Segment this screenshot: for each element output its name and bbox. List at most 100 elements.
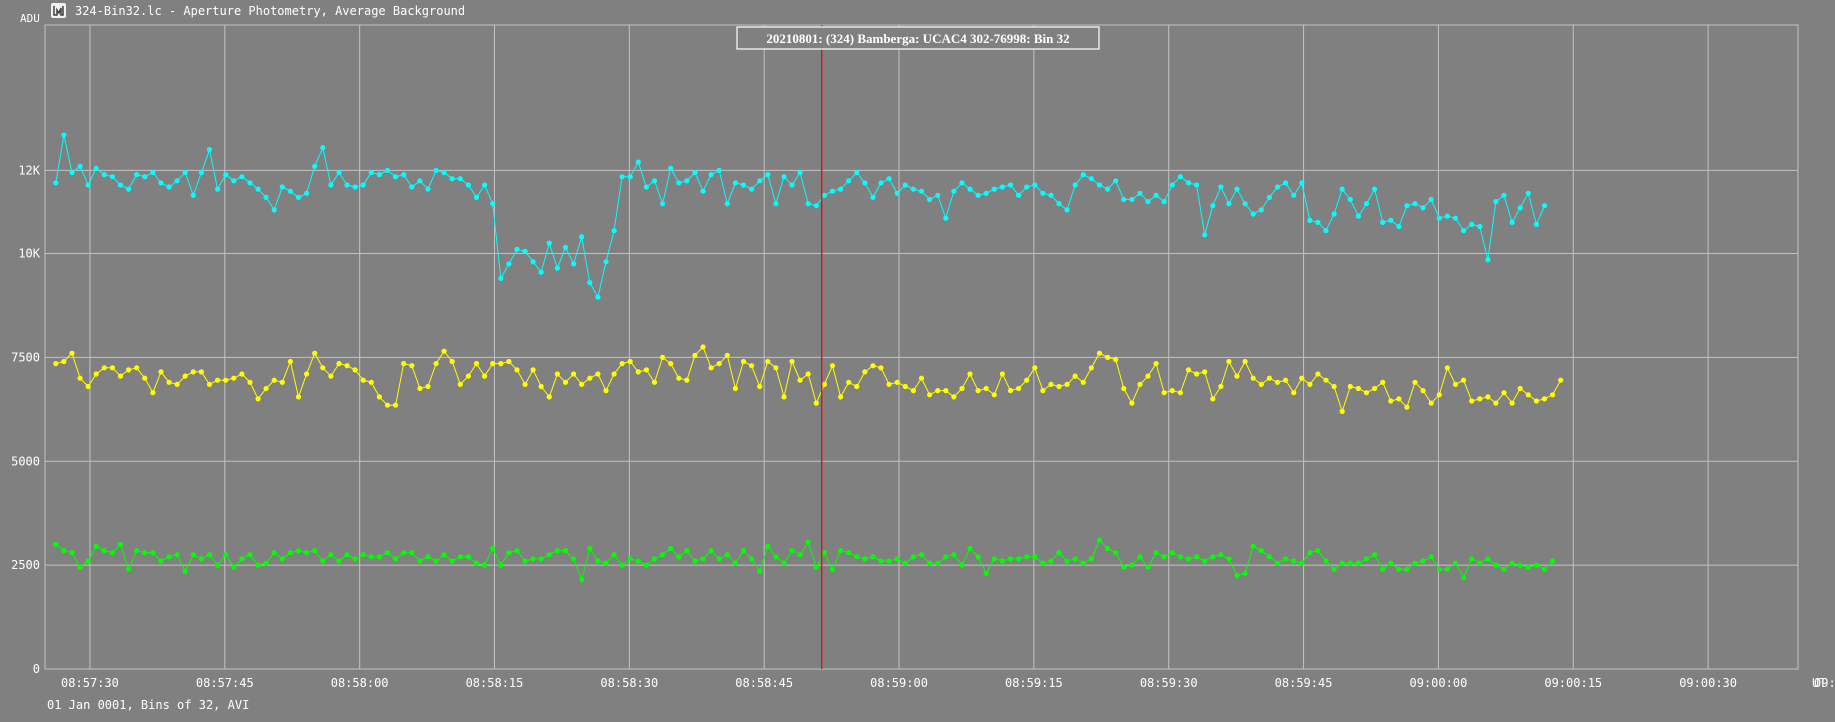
data-point <box>773 365 779 371</box>
data-point <box>1517 562 1523 568</box>
data-point <box>368 554 374 560</box>
data-point <box>1323 377 1329 383</box>
data-point <box>1266 554 1272 560</box>
data-point <box>821 192 828 198</box>
data-point <box>360 552 366 558</box>
data-point <box>700 344 706 350</box>
data-point <box>1307 550 1313 556</box>
data-point <box>490 201 496 207</box>
data-point <box>740 358 747 365</box>
data-point <box>1088 365 1094 371</box>
data-point <box>1169 550 1175 556</box>
data-point <box>902 560 908 566</box>
data-point <box>1032 182 1038 188</box>
data-point <box>579 577 585 583</box>
data-point <box>1307 217 1313 223</box>
data-point <box>886 381 892 387</box>
y-tick-label: 12K <box>18 163 40 177</box>
data-point <box>894 379 900 385</box>
data-point <box>1234 186 1240 192</box>
data-point <box>465 182 471 188</box>
data-point <box>384 550 391 556</box>
data-point <box>1161 390 1167 396</box>
data-point <box>854 554 860 560</box>
data-point <box>223 377 229 383</box>
data-point <box>1210 396 1216 402</box>
data-point <box>1331 383 1337 390</box>
data-point <box>1533 221 1539 227</box>
data-point <box>1461 575 1467 581</box>
data-point <box>336 169 342 176</box>
data-point <box>1080 560 1086 566</box>
data-point <box>579 381 585 387</box>
data-point <box>975 388 981 394</box>
data-point <box>279 379 285 385</box>
data-point <box>894 556 900 562</box>
data-point <box>304 371 310 377</box>
data-point <box>1331 566 1337 572</box>
data-point <box>134 172 140 178</box>
data-point <box>983 385 989 392</box>
data-point <box>295 394 302 400</box>
data-point <box>749 556 755 562</box>
data-point <box>1096 182 1103 188</box>
data-point <box>287 550 293 556</box>
lightcurve-app-icon[interactable] <box>51 3 66 18</box>
data-point <box>1420 388 1426 394</box>
data-point <box>433 167 439 173</box>
data-point <box>627 556 633 562</box>
data-point <box>134 548 140 554</box>
data-point <box>109 174 115 180</box>
data-point <box>1493 199 1499 205</box>
data-point <box>805 201 811 207</box>
data-point <box>1080 379 1086 385</box>
data-point <box>983 190 989 196</box>
data-point <box>360 182 366 188</box>
data-point <box>425 186 431 192</box>
data-point <box>595 294 601 300</box>
x-tick-label: 08:58:45 <box>735 676 793 690</box>
data-point <box>546 394 552 400</box>
data-point <box>813 564 819 570</box>
chart-title: 20210801: (324) Bamberga: UCAC4 302-7699… <box>766 31 1069 46</box>
data-point <box>1525 392 1531 398</box>
data-point <box>660 201 666 207</box>
data-point <box>1121 196 1127 203</box>
data-point <box>927 196 933 203</box>
data-point <box>967 545 973 552</box>
data-point <box>862 556 868 562</box>
x-tick-label: 08:59:30 <box>1140 676 1198 690</box>
data-point <box>951 188 957 194</box>
data-point <box>1291 192 1297 198</box>
data-point <box>894 190 900 196</box>
data-point <box>530 259 536 265</box>
data-point <box>522 248 528 254</box>
data-point <box>255 186 261 192</box>
data-point <box>910 186 917 192</box>
data-point <box>878 558 884 564</box>
data-point <box>1202 369 1208 375</box>
data-point <box>409 550 415 556</box>
data-point <box>312 548 318 554</box>
data-point <box>1493 562 1499 568</box>
data-point <box>126 566 132 572</box>
data-point <box>1404 404 1410 410</box>
data-point <box>1250 211 1256 217</box>
data-point <box>918 552 925 558</box>
y-tick-label: 7500 <box>11 350 40 364</box>
data-point <box>263 194 269 200</box>
x-axis-unit: UT <box>1812 676 1826 690</box>
data-point <box>1436 566 1442 572</box>
data-point <box>1339 560 1345 566</box>
series-line <box>55 346 1562 414</box>
data-point <box>61 548 67 554</box>
data-point <box>538 556 544 562</box>
data-point <box>1129 562 1135 568</box>
data-point <box>692 352 698 358</box>
data-point <box>441 348 447 354</box>
data-point <box>546 240 552 246</box>
data-point <box>393 556 399 562</box>
data-point <box>117 182 124 188</box>
data-point <box>393 174 399 180</box>
